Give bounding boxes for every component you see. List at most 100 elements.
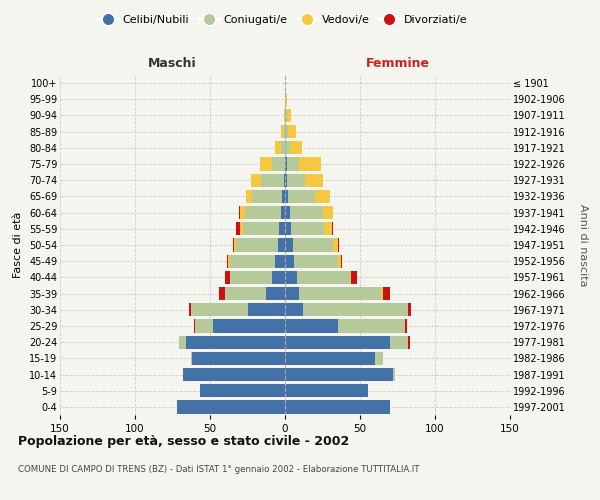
Bar [331,222,333,235]
Bar [408,336,409,349]
Bar [285,190,288,203]
Bar [234,238,235,252]
Bar [333,238,337,252]
Bar [285,270,297,284]
Bar [351,270,357,284]
Bar [191,352,192,365]
Bar [260,158,271,170]
Bar [235,222,240,235]
Bar [186,336,285,349]
Bar [285,125,288,138]
Bar [179,336,186,349]
Bar [248,303,285,316]
Bar [229,254,275,268]
Bar [285,222,291,235]
Bar [192,352,285,365]
Bar [405,320,407,332]
Bar [246,190,252,203]
Bar [228,254,229,268]
Bar [305,174,323,187]
Legend: Celibi/Nubili, Coniugati/e, Vedovi/e, Divorziati/e: Celibi/Nubili, Coniugati/e, Vedovi/e, Di… [92,10,472,29]
Bar [285,352,375,365]
Bar [240,222,243,235]
Bar [290,141,302,154]
Bar [393,368,395,381]
Bar [235,238,277,252]
Bar [287,174,305,187]
Bar [293,238,333,252]
Bar [285,158,287,170]
Bar [383,287,390,300]
Bar [303,303,408,316]
Bar [284,174,285,187]
Bar [219,287,225,300]
Bar [191,303,248,316]
Bar [287,109,291,122]
Bar [277,238,285,252]
Bar [285,400,390,413]
Bar [299,158,321,170]
Bar [285,92,287,106]
Bar [285,384,367,398]
Bar [337,320,405,332]
Bar [381,287,383,300]
Bar [225,270,229,284]
Bar [251,174,261,187]
Bar [279,222,285,235]
Bar [287,158,299,170]
Bar [261,174,284,187]
Bar [299,287,381,300]
Bar [285,254,294,268]
Bar [189,303,191,316]
Bar [281,141,285,154]
Bar [227,254,228,268]
Bar [288,190,315,203]
Bar [285,109,287,122]
Bar [183,368,285,381]
Bar [225,287,265,300]
Bar [285,141,290,154]
Bar [177,400,285,413]
Bar [285,206,290,220]
Bar [337,254,341,268]
Bar [240,206,245,220]
Bar [252,190,282,203]
Bar [337,238,339,252]
Bar [341,254,342,268]
Bar [271,158,285,170]
Bar [199,384,285,398]
Bar [229,270,271,284]
Bar [290,206,323,220]
Bar [284,125,285,138]
Text: Popolazione per età, sesso e stato civile - 2002: Popolazione per età, sesso e stato civil… [18,435,349,448]
Text: COMUNE DI CAMPO DI TRENS (BZ) - Dati ISTAT 1° gennaio 2002 - Elaborazione TUTTIT: COMUNE DI CAMPO DI TRENS (BZ) - Dati IST… [18,465,419,474]
Bar [285,287,299,300]
Bar [284,109,285,122]
Bar [282,190,285,203]
Bar [275,141,281,154]
Bar [349,270,351,284]
Bar [285,303,303,316]
Bar [271,270,285,284]
Bar [265,287,285,300]
Bar [291,222,324,235]
Bar [285,368,393,381]
Bar [193,320,195,332]
Bar [213,320,285,332]
Bar [323,206,333,220]
Text: Femmine: Femmine [365,57,430,70]
Bar [408,303,411,316]
Bar [285,238,293,252]
Y-axis label: Anni di nascita: Anni di nascita [578,204,588,286]
Bar [281,125,284,138]
Bar [275,254,285,268]
Bar [288,125,296,138]
Bar [294,254,337,268]
Bar [315,190,330,203]
Bar [324,222,331,235]
Bar [195,320,213,332]
Text: Maschi: Maschi [148,57,197,70]
Y-axis label: Fasce di età: Fasce di età [13,212,23,278]
Bar [285,336,390,349]
Bar [297,270,349,284]
